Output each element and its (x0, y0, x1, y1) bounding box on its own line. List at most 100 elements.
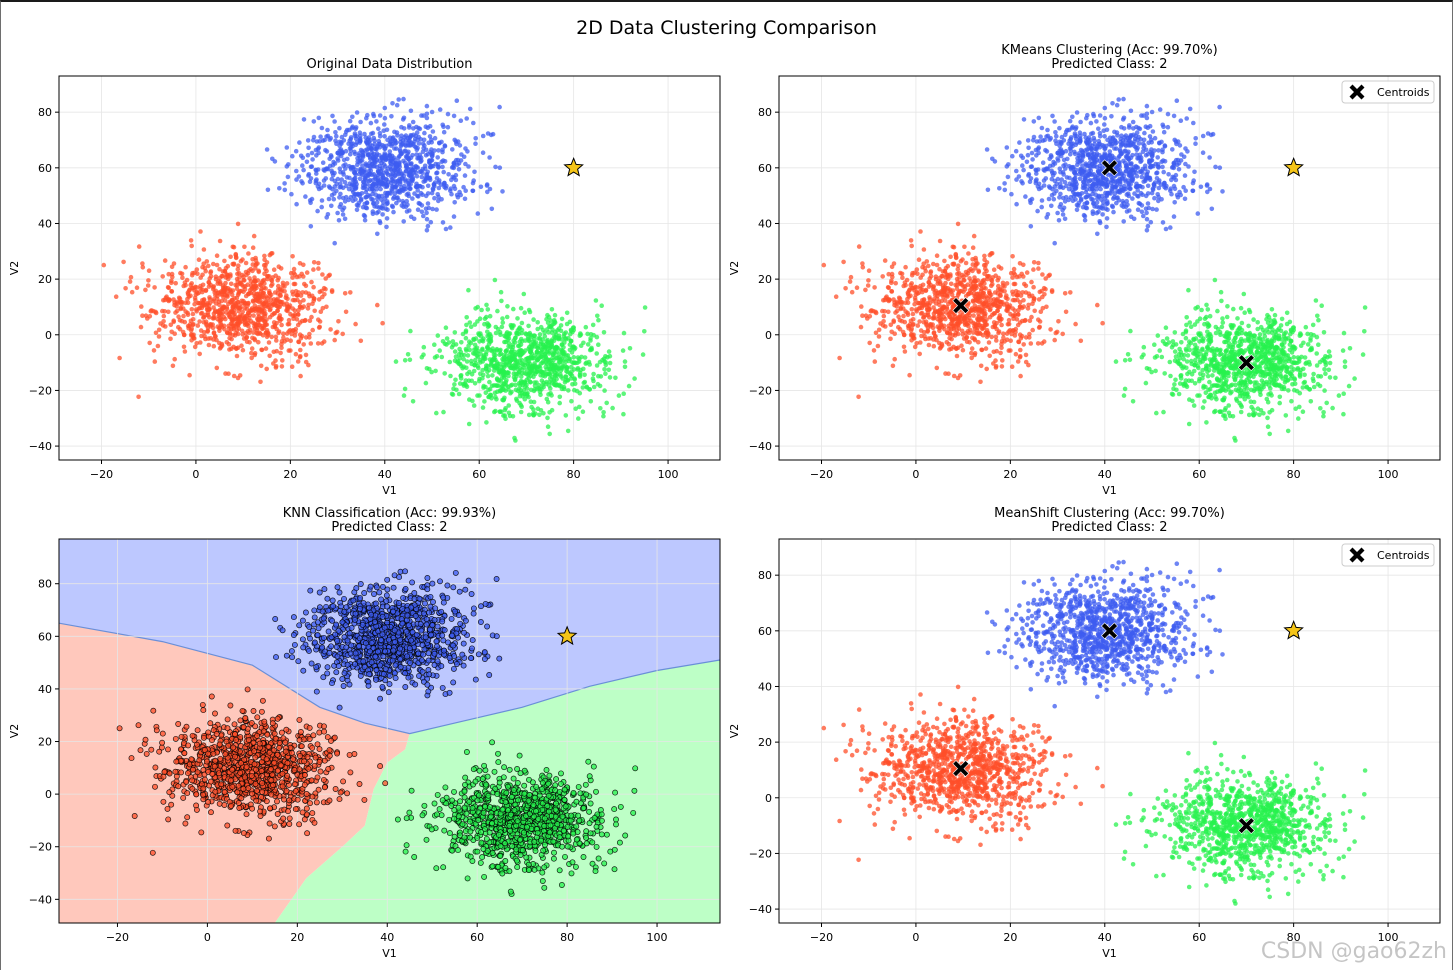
data-point (594, 363, 600, 368)
data-point (487, 379, 492, 385)
data-point (949, 316, 954, 322)
data-point (1162, 180, 1167, 186)
data-point (493, 330, 499, 336)
data-point (1021, 167, 1026, 173)
data-point (457, 355, 463, 361)
data-point (296, 339, 301, 345)
data-point (265, 273, 271, 279)
data-point (204, 323, 209, 328)
data-point (931, 305, 936, 310)
data-point (384, 224, 389, 230)
data-point (1091, 135, 1097, 141)
data-point (517, 343, 522, 349)
data-point (918, 229, 923, 234)
data-point (1059, 177, 1064, 182)
data-point (994, 348, 999, 354)
data-point (244, 306, 250, 312)
data-point (389, 114, 394, 119)
data-point (461, 356, 467, 362)
data-point (403, 148, 408, 153)
data-point (206, 342, 212, 348)
data-point (561, 364, 566, 369)
subplot-2: −20 0 20 40 60 80 100−40−20020406080V1V2KMeans… (728, 43, 1441, 497)
data-point (860, 313, 865, 319)
data-point (918, 340, 923, 345)
data-point (1136, 125, 1141, 131)
data-point (535, 406, 541, 412)
data-point (1068, 194, 1074, 200)
data-point (893, 280, 898, 286)
data-point (508, 344, 513, 350)
data-point (1173, 139, 1179, 144)
data-point (621, 391, 626, 397)
data-point (1060, 212, 1066, 217)
data-point (475, 211, 481, 216)
data-point (138, 324, 144, 330)
data-point (875, 343, 881, 349)
data-point (601, 413, 606, 419)
data-point (273, 363, 279, 369)
data-point (1029, 279, 1034, 285)
data-point (160, 308, 165, 314)
data-point (1010, 275, 1015, 280)
data-point (416, 141, 422, 146)
data-point (537, 412, 542, 418)
data-point (377, 145, 383, 150)
data-point (1217, 104, 1222, 110)
data-point (349, 141, 354, 147)
data-point (895, 301, 900, 306)
data-point (198, 311, 204, 316)
data-point (212, 290, 217, 295)
data-point (493, 394, 498, 400)
data-point (1023, 283, 1029, 289)
data-point (999, 339, 1005, 344)
data-point (306, 302, 311, 308)
data-point (943, 371, 948, 376)
data-point (401, 115, 407, 121)
data-point (365, 112, 370, 118)
data-point (405, 153, 410, 159)
data-point (488, 392, 493, 398)
data-point (314, 139, 320, 144)
data-point (331, 159, 336, 165)
data-point (871, 348, 877, 353)
data-point (1171, 113, 1177, 119)
data-point (1104, 201, 1110, 207)
data-point (980, 278, 985, 284)
data-point (1073, 192, 1079, 197)
data-point (235, 267, 241, 272)
data-point (926, 342, 932, 348)
data-point (272, 324, 278, 330)
data-point (909, 338, 914, 343)
data-point (401, 204, 406, 210)
data-point (939, 273, 945, 279)
data-point (547, 376, 553, 381)
data-point (521, 291, 527, 297)
data-point (227, 287, 233, 293)
data-point (1043, 166, 1049, 172)
data-point (430, 206, 435, 212)
data-point (434, 176, 440, 181)
data-point (303, 317, 308, 323)
data-point (190, 311, 196, 317)
data-point (1149, 153, 1155, 159)
data-point (966, 251, 971, 256)
data-point (526, 332, 532, 337)
data-point (1085, 112, 1090, 118)
data-point (891, 261, 897, 266)
data-point (219, 306, 225, 312)
data-point (1122, 160, 1128, 166)
data-point (253, 255, 258, 261)
data-point (229, 321, 235, 326)
data-point (1027, 198, 1033, 203)
data-point (892, 356, 897, 362)
data-point (173, 280, 178, 286)
data-point (441, 129, 447, 135)
data-point (883, 324, 888, 329)
data-point (424, 228, 430, 233)
data-point (984, 328, 990, 333)
data-point (1074, 207, 1080, 213)
data-point (1019, 305, 1025, 311)
data-point (340, 195, 346, 201)
data-point (428, 219, 434, 225)
